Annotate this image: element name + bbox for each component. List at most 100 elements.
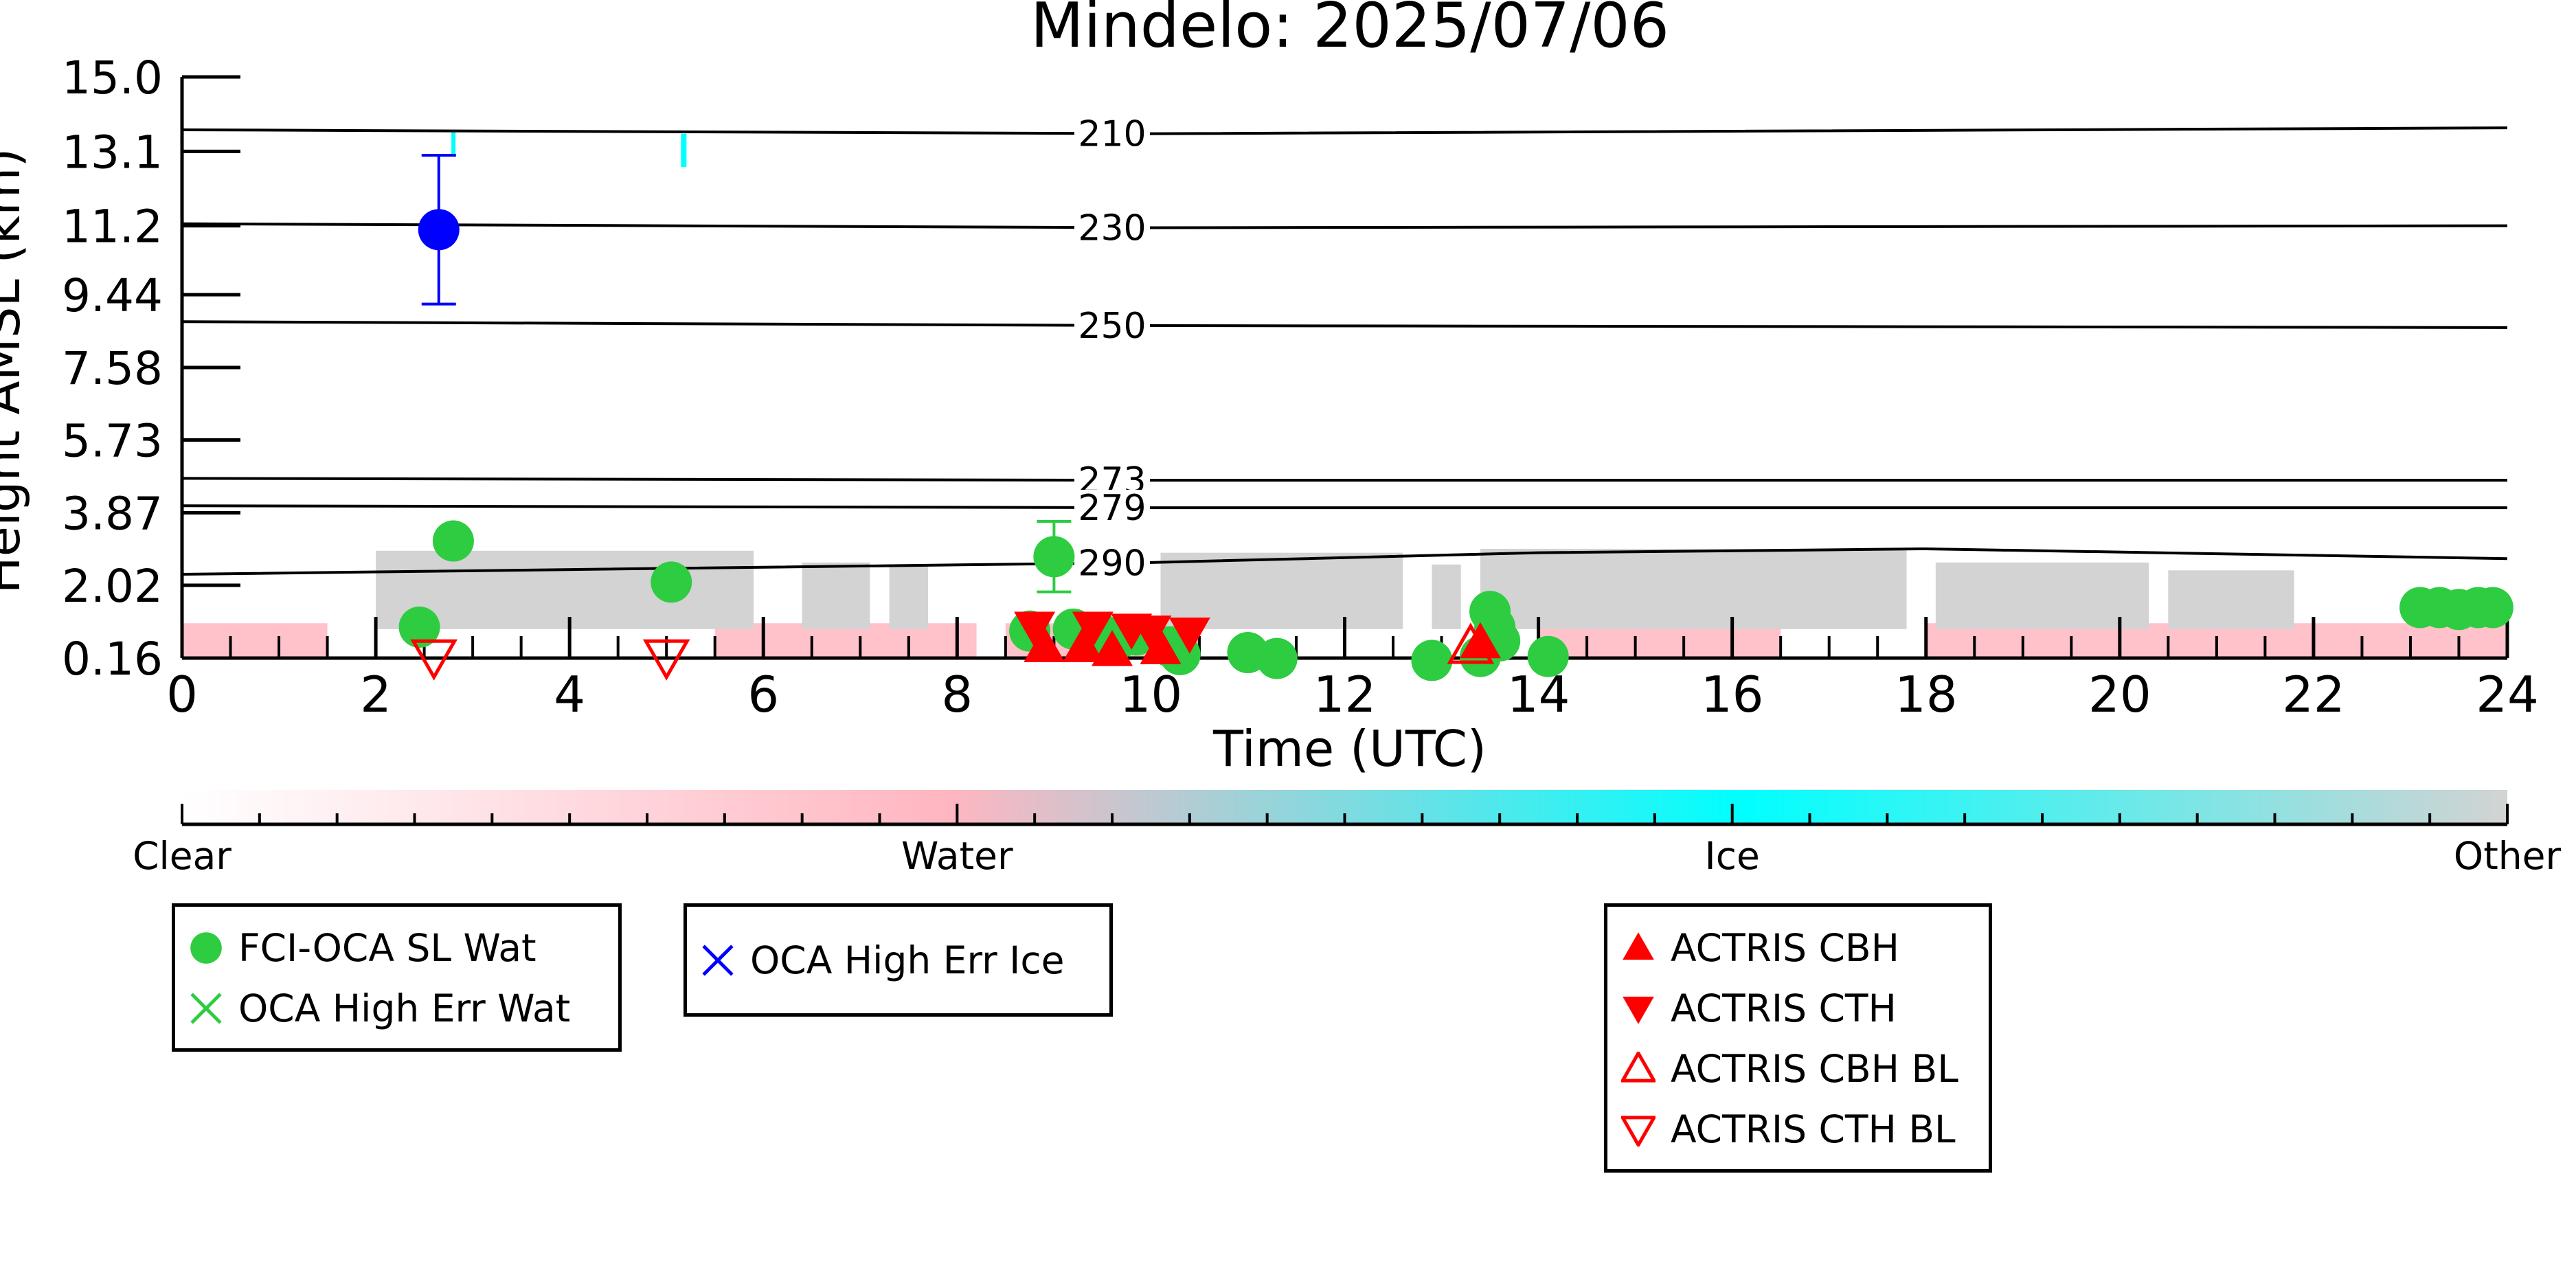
contour-label: 279	[1078, 488, 1146, 529]
data-point	[1062, 626, 1104, 662]
legend-label: FCI-OCA SL Wat	[238, 926, 536, 970]
data-point	[1092, 630, 1133, 666]
y-tick-label: 11.2	[62, 201, 163, 253]
legend-entry: ACTRIS CTH	[1621, 981, 1897, 1036]
y-tick-label: 0.16	[62, 633, 163, 686]
x-tick-label: 2	[360, 666, 392, 723]
legend-entry: ACTRIS CTH BL	[1621, 1102, 1956, 1157]
legend-label: ACTRIS CBH	[1671, 926, 1899, 970]
data-point	[2472, 587, 2513, 629]
data-point	[702, 945, 734, 976]
contour-line	[181, 126, 2508, 135]
data-point	[418, 209, 460, 251]
x-tick-label: 4	[554, 666, 585, 723]
other-band	[1935, 562, 2149, 629]
ice-patch	[681, 133, 687, 168]
data-point	[410, 639, 458, 681]
contour-label-bg	[1074, 307, 1150, 343]
data-point	[1411, 640, 1453, 681]
data-point	[1014, 611, 1056, 648]
y-tick-label: 7.58	[62, 342, 163, 395]
legend-label: ACTRIS CTH BL	[1671, 1107, 1956, 1151]
colorbar-label: Ice	[1705, 834, 1760, 878]
x-tick-label: 22	[2282, 666, 2345, 723]
data-points	[398, 154, 2513, 681]
other-band	[2168, 570, 2294, 629]
x-tick-label: 14	[1507, 666, 1570, 723]
data-point	[1527, 635, 1569, 677]
data-point	[1623, 996, 1654, 1024]
data-point	[1256, 637, 1298, 679]
x-tick-label: 0	[166, 666, 198, 723]
x-tick-label: 6	[747, 666, 779, 723]
other-band	[1160, 552, 1403, 629]
y-tick-label: 3.87	[62, 488, 163, 541]
legend-box: FCI-OCA SL Wat OCA High Err Wat	[172, 903, 622, 1052]
contour-line	[181, 504, 2507, 510]
colorbar: Clear Water Ice Other	[133, 790, 2561, 878]
data-point	[432, 520, 474, 562]
colorbar-label: Water	[901, 834, 1013, 878]
colorbar-label: Other	[2454, 834, 2562, 878]
other-band	[1432, 564, 1461, 629]
data-point	[1621, 1052, 1656, 1083]
water-band	[2333, 623, 2507, 658]
contour-line	[181, 222, 2508, 229]
contour-label: 230	[1078, 207, 1146, 249]
data-point	[1623, 932, 1654, 960]
chart-title: Mindelo: 2025/07/06	[1030, 0, 1669, 62]
colorbar-label: Clear	[133, 834, 231, 878]
legend-box: OCA High Err Ice	[683, 903, 1113, 1017]
x-tick-label: 20	[2088, 666, 2151, 723]
data-point	[1130, 615, 1172, 652]
legend-entry: ACTRIS CBH	[1621, 920, 1899, 975]
legend-label: OCA High Err Wat	[238, 986, 571, 1030]
data-point	[190, 932, 222, 964]
y-tick-label: 2.02	[62, 560, 163, 613]
x-tick-label: 8	[941, 666, 973, 723]
data-point	[1168, 618, 1210, 654]
legend-marker	[190, 993, 222, 1024]
contour-label-bg	[1074, 115, 1150, 152]
contour-label-bg	[1074, 210, 1150, 246]
y-tick-label: 9.44	[62, 269, 163, 322]
marker-stroke	[190, 993, 222, 1024]
other-band	[1480, 548, 1907, 629]
y-tick-label: 13.1	[62, 126, 163, 179]
other-band	[889, 564, 929, 629]
data-point	[1447, 622, 1495, 664]
legend-entry: ACTRIS CBH BL	[1621, 1041, 1958, 1096]
data-point	[1072, 611, 1114, 648]
contour-label: 290	[1078, 543, 1146, 585]
legend-label: ACTRIS CBH BL	[1671, 1047, 1958, 1091]
data-point	[1140, 628, 1182, 664]
x-tick-label: 12	[1313, 666, 1377, 723]
data-point	[398, 606, 440, 648]
legend-marker	[1623, 932, 1654, 960]
contour-line	[181, 477, 2507, 482]
y-axis-label: Height AMSL (km)	[0, 148, 31, 594]
legend-box: ACTRIS CBH ACTRIS CTH ACTRIS CBH BL ACTRIS …	[1604, 903, 1992, 1173]
legend-entry: OCA High Err Ice	[701, 933, 1064, 988]
data-point	[1033, 536, 1075, 578]
data-point	[651, 561, 692, 603]
legend-entry: OCA High Err Wat	[189, 981, 570, 1036]
y-tick-label: 15.0	[62, 52, 163, 104]
x-tick-label: 10	[1120, 666, 1183, 723]
contour-label: 210	[1078, 113, 1146, 155]
contour-line	[181, 547, 2508, 576]
contour-label-bg	[1074, 489, 1150, 526]
data-point	[642, 639, 690, 681]
cloud-mask-background	[182, 129, 2507, 658]
legend-label: OCA High Err Ice	[750, 938, 1065, 982]
legend-marker	[1621, 1116, 1656, 1146]
x-tick-label: 16	[1701, 666, 1764, 723]
legend-marker	[1621, 1052, 1656, 1083]
contour-label-bg	[1074, 545, 1150, 581]
y-tick-label: 5.73	[62, 414, 163, 467]
x-axis-label: Time (UTC)	[1212, 720, 1487, 778]
legend-marker	[702, 945, 734, 976]
x-tick-label: 24	[2476, 666, 2539, 723]
